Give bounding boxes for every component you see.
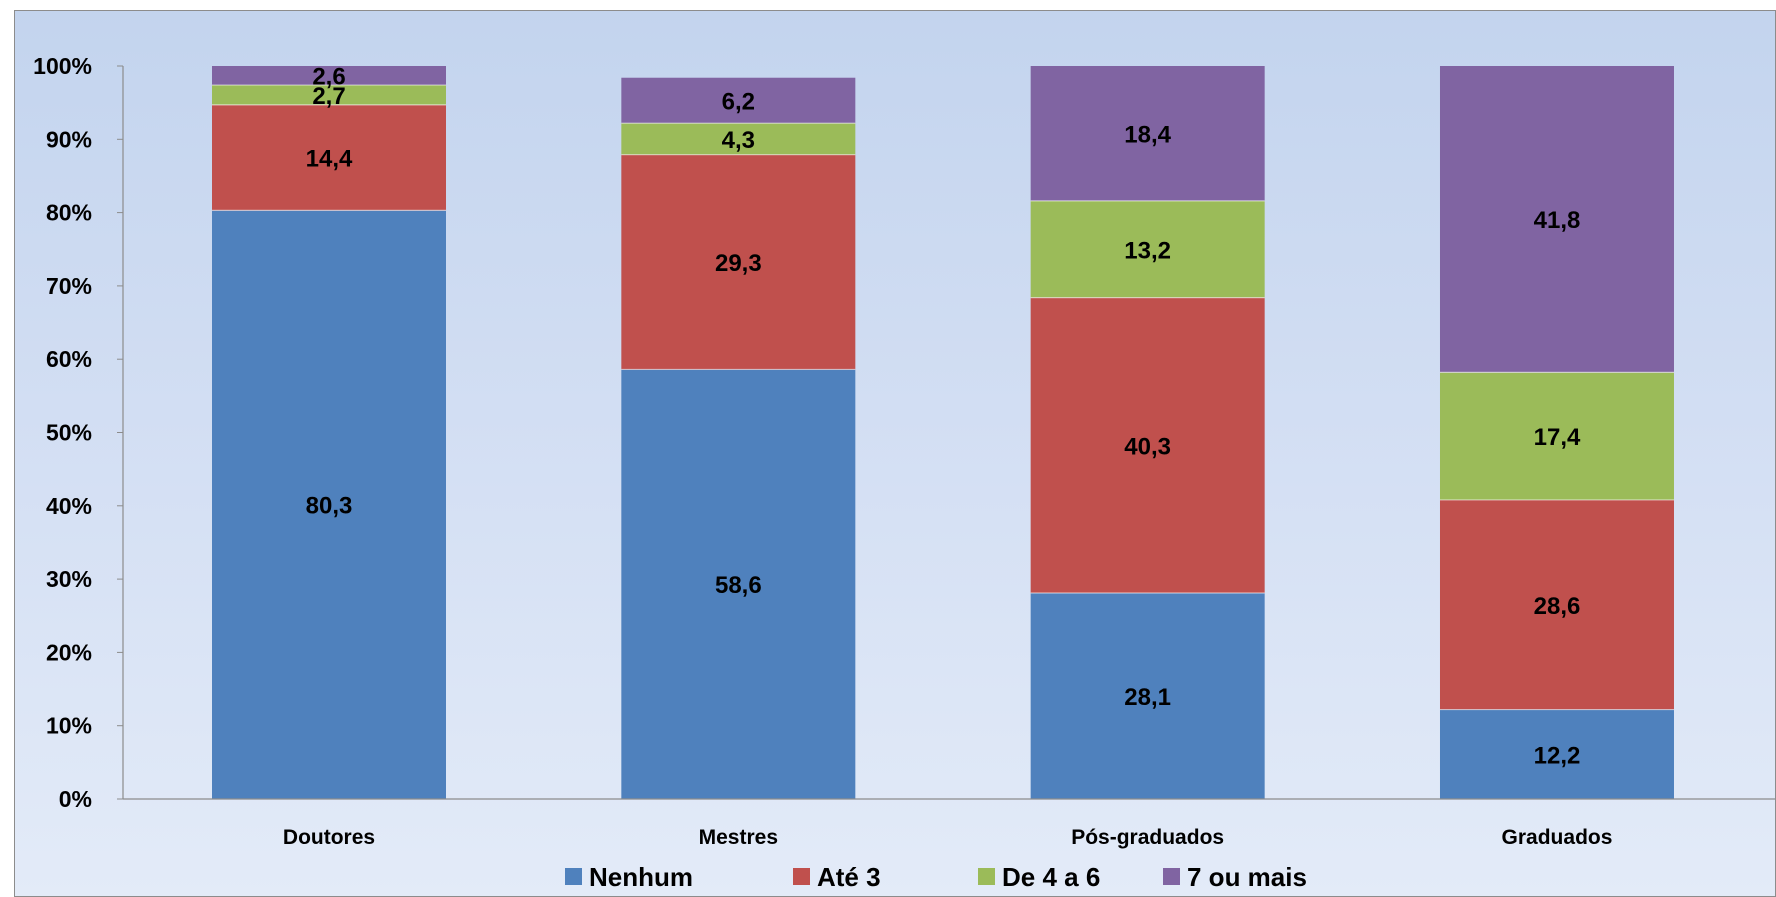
legend-label: De 4 a 6 bbox=[1002, 862, 1100, 892]
y-tick-label: 60% bbox=[46, 346, 92, 372]
data-label: 58,6 bbox=[715, 572, 762, 599]
y-tick-label: 100% bbox=[33, 53, 92, 79]
legend-swatch bbox=[565, 868, 582, 885]
y-tick-label: 40% bbox=[46, 493, 92, 519]
bar-segment bbox=[1030, 593, 1265, 799]
data-label: 6,2 bbox=[722, 88, 755, 115]
data-label: 2,6 bbox=[312, 64, 345, 91]
bar-segment bbox=[212, 66, 446, 86]
axes bbox=[122, 66, 1776, 800]
bar-segment bbox=[1439, 66, 1674, 373]
bar-segment bbox=[1030, 297, 1265, 594]
data-label: 2,7 bbox=[312, 83, 345, 110]
data-label: 41,8 bbox=[1534, 207, 1581, 234]
legend-swatch bbox=[793, 868, 810, 885]
data-label: 18,4 bbox=[1124, 121, 1171, 148]
y-axis-ticks: 0% 10% 20% 30% 40% 50% 60% 70% 80% 90% 100% bbox=[33, 53, 123, 812]
bar-segment bbox=[621, 123, 856, 155]
y-tick-label: 70% bbox=[46, 273, 92, 299]
bar-segment bbox=[1439, 499, 1674, 710]
bar-segment bbox=[1030, 66, 1265, 201]
data-label: 4,3 bbox=[722, 127, 755, 154]
data-label: 29,3 bbox=[715, 250, 762, 277]
bar-segment bbox=[212, 104, 446, 211]
data-labels: 80,3 14,4 2,72,6 58,6 29,3 4,3 6,2 28,1 40,3 13,2… bbox=[306, 64, 1581, 770]
data-label: 14,4 bbox=[306, 146, 353, 173]
y-tick-label: 50% bbox=[46, 420, 92, 446]
x-category-label: Graduados bbox=[1502, 826, 1613, 849]
y-tick-label: 0% bbox=[59, 786, 92, 812]
data-label: 13,2 bbox=[1124, 237, 1171, 264]
data-label: 80,3 bbox=[306, 493, 353, 520]
legend: Nenhum Até 3 De 4 a 6 7 ou mais bbox=[565, 862, 1307, 892]
bar-segment bbox=[1439, 709, 1674, 799]
bar-segment bbox=[1439, 372, 1674, 500]
x-axis-labels: Doutores Mestres Pós-graduados Graduados bbox=[283, 826, 1613, 849]
data-label: 28,1 bbox=[1124, 684, 1171, 711]
legend-swatch bbox=[1163, 868, 1180, 885]
bar-segment bbox=[212, 210, 446, 799]
data-label: 40,3 bbox=[1124, 433, 1171, 460]
legend-label: 7 ou mais bbox=[1187, 862, 1307, 892]
x-category-label: Mestres bbox=[699, 826, 778, 849]
legend-label: Até 3 bbox=[817, 862, 881, 892]
bars bbox=[212, 66, 1674, 799]
y-tick-label: 30% bbox=[46, 566, 92, 592]
data-label: 28,6 bbox=[1534, 593, 1581, 620]
bar-segment bbox=[212, 85, 446, 105]
legend-label: Nenhum bbox=[589, 862, 693, 892]
bar-segment bbox=[621, 369, 856, 799]
data-label: 17,4 bbox=[1534, 424, 1581, 451]
bar-segment bbox=[621, 77, 856, 124]
x-category-label: Doutores bbox=[283, 826, 375, 849]
y-tick-label: 80% bbox=[46, 200, 92, 226]
data-label: 12,2 bbox=[1534, 742, 1581, 769]
legend-swatch bbox=[978, 868, 995, 885]
x-category-label: Pós-graduados bbox=[1071, 826, 1224, 849]
y-tick-label: 10% bbox=[46, 713, 92, 739]
bar-segment bbox=[621, 154, 856, 370]
y-tick-label: 90% bbox=[46, 126, 92, 152]
bar-segment bbox=[1030, 200, 1265, 298]
y-tick-label: 20% bbox=[46, 639, 92, 665]
